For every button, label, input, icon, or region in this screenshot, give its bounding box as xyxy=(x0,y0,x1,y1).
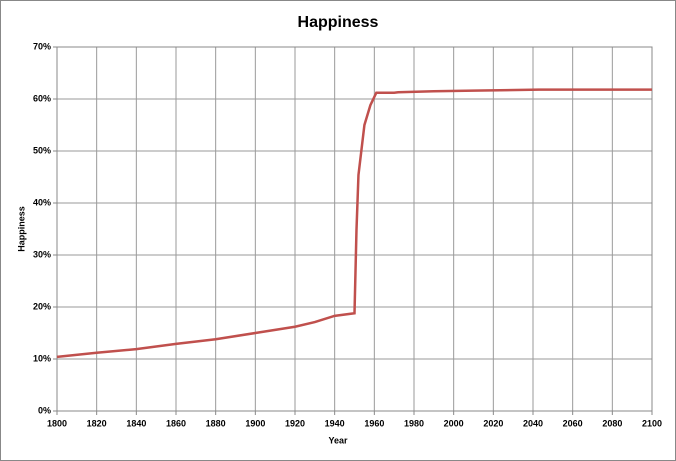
x-tick-label: 1940 xyxy=(325,418,345,428)
x-tick-label: 1980 xyxy=(404,418,424,428)
x-tick-label: 1840 xyxy=(126,418,146,428)
y-axis-label: Happiness xyxy=(16,206,26,252)
x-axis-label: Year xyxy=(328,435,348,445)
x-tick-label: 2080 xyxy=(602,418,622,428)
x-tick-label: 2060 xyxy=(563,418,583,428)
x-tick-label: 2020 xyxy=(483,418,503,428)
x-tick-label: 1800 xyxy=(47,418,67,428)
y-tick-label: 60% xyxy=(33,93,51,103)
y-tick-label: 50% xyxy=(33,145,51,155)
x-tick-label: 1880 xyxy=(206,418,226,428)
x-tick-label: 1900 xyxy=(245,418,265,428)
x-tick-label: 1960 xyxy=(364,418,384,428)
chart-title: Happiness xyxy=(298,14,379,31)
y-tick-label: 70% xyxy=(33,41,51,51)
x-tick-label: 2100 xyxy=(642,418,662,428)
y-tick-label: 40% xyxy=(33,197,51,207)
x-tick-label: 1920 xyxy=(285,418,305,428)
x-tick-label: 2000 xyxy=(444,418,464,428)
y-tick-label: 10% xyxy=(33,353,51,363)
data-line xyxy=(56,88,652,359)
x-tick-label: 1860 xyxy=(166,418,186,428)
x-tick-label: 2040 xyxy=(523,418,543,428)
y-tick-label: 0% xyxy=(38,405,51,415)
x-tick-label: 1820 xyxy=(87,418,107,428)
y-tick-label: 20% xyxy=(33,301,51,311)
plot-area xyxy=(56,46,653,412)
y-tick-label: 30% xyxy=(33,249,51,259)
